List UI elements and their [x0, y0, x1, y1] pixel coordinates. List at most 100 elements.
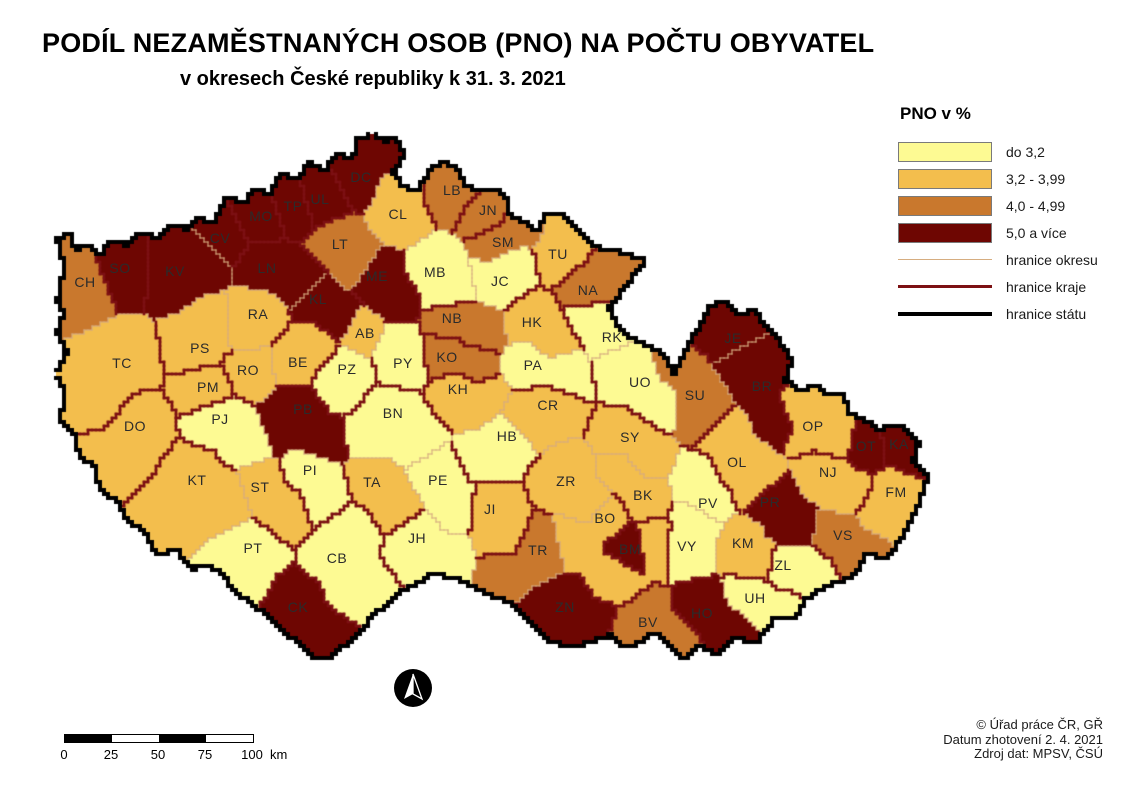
district-label-pv: PV [698, 495, 718, 511]
district-label-ko: KO [436, 349, 458, 365]
scale-tick: 0 [60, 747, 68, 762]
legend-class-row: do 3,2 [898, 138, 1123, 165]
district-label-ln: LN [257, 260, 277, 276]
district-label-ot: OT [855, 438, 877, 454]
district-label-lb: LB [442, 182, 462, 198]
district-label-so: SO [109, 260, 131, 276]
scale-unit: km [270, 747, 288, 762]
district-label-ck: CK [287, 599, 309, 615]
legend-class-row: 3,2 - 3,99 [898, 165, 1123, 192]
district-label-ch: CH [74, 274, 96, 290]
scale-tick: 50 [150, 747, 166, 762]
district-label-nj: NJ [818, 464, 838, 480]
legend: PNO v % do 3,2 3,2 - 3,99 4,0 - 4,99 5,0… [898, 104, 1123, 327]
district-label-hb: HB [496, 428, 518, 444]
legend-swatch-class4 [898, 222, 992, 243]
district-label-me: ME [366, 268, 388, 284]
legend-label-class3: 4,0 - 4,99 [1006, 197, 1066, 214]
district-label-cr: CR [537, 397, 559, 413]
district-label-nb: NB [441, 310, 463, 326]
scale-tick: 25 [103, 747, 119, 762]
scale-bar: 0 25 50 75 100 km [60, 734, 294, 763]
legend-label-class2: 3,2 - 3,99 [1006, 170, 1066, 187]
district-label-pi: PI [302, 462, 318, 478]
district-label-zn: ZN [555, 599, 575, 615]
district-label-be: BE [288, 354, 308, 370]
district-label-bk: BK [633, 487, 653, 503]
district-label-jc: JC [490, 273, 510, 289]
district-label-pb: PB [293, 401, 313, 417]
district-label-pj: PJ [211, 411, 229, 427]
district-label-ol: OL [727, 454, 747, 470]
district-label-bo: BO [594, 510, 616, 526]
district-label-tu: TU [548, 246, 568, 262]
credits-line: Zdroj dat: MPSV, ČSÚ [974, 746, 1103, 762]
district-label-kl: KL [308, 291, 328, 307]
district-label-cb: CB [326, 550, 348, 566]
legend-line-row: hranice kraje [898, 273, 1123, 300]
legend-swatch-class3 [898, 195, 992, 216]
credits-line: Datum zhotovení 2. 4. 2021 [943, 731, 1103, 747]
district-label-bm: BM [619, 541, 641, 557]
legend-label-region-border: hranice kraje [1006, 278, 1087, 295]
legend-swatch-class1 [898, 141, 992, 162]
district-label-ul: UL [310, 191, 330, 207]
region-border-line-sample [898, 285, 992, 288]
credits-line: © Úřad práce ČR, GŘ [976, 717, 1103, 732]
district-label-cl: CL [388, 206, 408, 222]
legend-label-district-border: hranice okresu [1006, 251, 1098, 268]
district-border-line-sample [898, 259, 992, 260]
district-label-tr: TR [528, 542, 548, 558]
legend-line-row: hranice okresu [898, 246, 1123, 273]
district-label-op: OP [802, 418, 824, 434]
district-label-ji: JI [484, 501, 496, 517]
district-label-br: BR [751, 378, 773, 394]
district-label-tc: TC [112, 355, 132, 371]
district-label-ho: HO [691, 605, 713, 621]
district-label-zr: ZR [556, 473, 576, 489]
district-label-ps: PS [190, 340, 210, 356]
district-label-py: PY [393, 355, 413, 371]
district-label-sm: SM [492, 234, 514, 250]
district-label-pa: PA [523, 357, 543, 373]
district-label-pm: PM [197, 379, 219, 395]
district-label-kh: KH [447, 381, 469, 397]
district-label-su: SU [684, 387, 706, 403]
district-label-kt: KT [187, 472, 207, 488]
legend-label-state-border: hranice státu [1006, 305, 1087, 322]
district-label-st: ST [250, 479, 270, 495]
district-label-zl: ZL [774, 557, 792, 573]
scale-tick: 100 [241, 747, 263, 762]
district-label-tp: TP [283, 198, 303, 214]
district-label-do: DO [124, 418, 146, 434]
district-label-vy: VY [677, 538, 697, 554]
state-border-line-sample [898, 311, 992, 316]
district-label-ra: RA [247, 306, 269, 322]
north-arrow-icon [394, 669, 432, 707]
district-label-mb: MB [424, 264, 446, 280]
district-label-fm: FM [885, 484, 907, 500]
legend-swatch-class2 [898, 168, 992, 189]
district-label-kv: KV [165, 263, 185, 279]
legend-class-row: 4,0 - 4,99 [898, 192, 1123, 219]
page-title: PODÍL NEZAMĚSTNANÝCH OSOB (PNO) NA POČTU… [42, 28, 875, 58]
legend-title: PNO v % [900, 104, 971, 123]
district-label-pz: PZ [337, 361, 357, 377]
district-label-ka: KA [889, 436, 909, 452]
district-label-uh: UH [744, 590, 766, 606]
legend-class-row: 5,0 a více [898, 219, 1123, 246]
district-label-pe: PE [428, 472, 448, 488]
district-label-pr: PR [759, 494, 781, 510]
legend-label-class1: do 3,2 [1006, 143, 1045, 160]
district-label-vs: VS [833, 527, 853, 543]
district-label-lt: LT [331, 236, 349, 252]
legend-line-row: hranice státu [898, 300, 1123, 327]
district-label-jn: JN [478, 202, 498, 218]
district-label-ta: TA [363, 474, 381, 490]
credits: © Úřad práce ČR, GŘ Datum zhotovení 2. 4… [943, 717, 1103, 762]
district-label-na: NA [577, 282, 599, 298]
district-label-dc: DC [350, 169, 372, 185]
page-subtitle: v okresech České republiky k 31. 3. 2021 [180, 68, 566, 90]
